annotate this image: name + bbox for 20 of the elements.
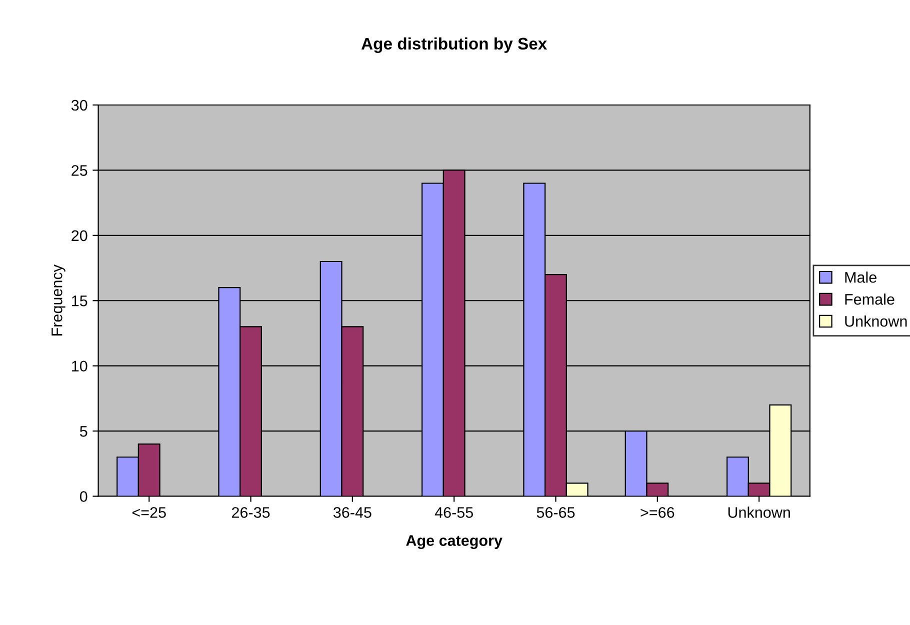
- legend-label: Male: [845, 272, 876, 283]
- x-tick-label: Unknown: [728, 506, 790, 518]
- chart-title: Age distribution by Sex: [361, 37, 548, 53]
- x-axis-title: Age category: [406, 535, 502, 550]
- y-tick-label: 10: [72, 360, 88, 372]
- x-tick-label: 36-45: [333, 507, 372, 518]
- x-tick-label: 46-55: [434, 507, 473, 518]
- y-tick-label: 30: [71, 100, 88, 111]
- x-tick-label: 56-65: [536, 507, 575, 518]
- y-tick-label: 25: [72, 165, 88, 176]
- legend-label: Female: [845, 294, 894, 305]
- x-tick-label: >=66: [640, 507, 674, 518]
- y-tick-label: 0: [80, 491, 88, 502]
- x-tick-label: <=25: [132, 507, 166, 518]
- y-axis-title: Frequency: [52, 264, 66, 336]
- y-tick-label: 20: [72, 230, 88, 242]
- y-tick-label: 5: [80, 426, 88, 437]
- y-tick-label: 15: [72, 296, 88, 306]
- x-tick-label: 26-35: [232, 507, 270, 518]
- legend-label: Unknown: [845, 316, 907, 327]
